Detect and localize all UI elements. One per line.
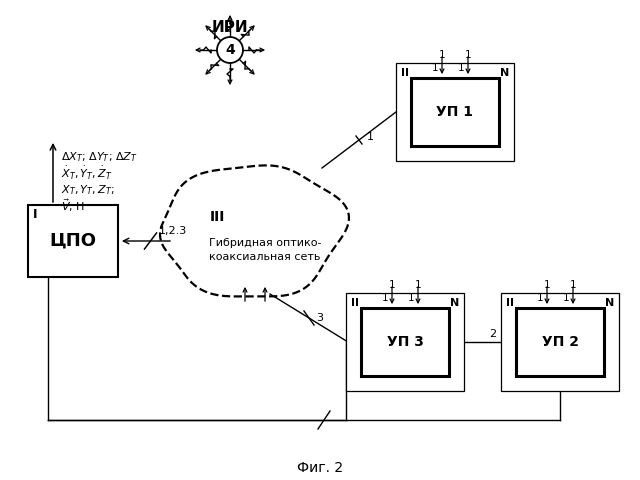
Text: 1: 1 <box>408 293 414 303</box>
Text: N: N <box>450 298 459 308</box>
Text: N: N <box>500 68 509 78</box>
Text: ЦПО: ЦПО <box>49 232 97 250</box>
Text: 1: 1 <box>544 280 550 290</box>
Text: $\Delta X_T$; $\Delta Y_T$; $\Delta Z_T$: $\Delta X_T$; $\Delta Y_T$; $\Delta Z_T$ <box>61 150 138 164</box>
Text: I: I <box>33 208 38 221</box>
Text: $X_T, Y_T, Z_T$;: $X_T, Y_T, Z_T$; <box>61 183 115 197</box>
Text: 1: 1 <box>536 293 543 303</box>
Text: II: II <box>401 68 409 78</box>
Text: $\dot{X}_T, \dot{Y}_T, \dot{Z}_T$: $\dot{X}_T, \dot{Y}_T, \dot{Z}_T$ <box>61 165 113 182</box>
Text: 1: 1 <box>415 280 421 290</box>
Text: 2: 2 <box>489 329 496 339</box>
Bar <box>411 78 499 146</box>
Bar <box>346 293 464 391</box>
Text: 1: 1 <box>570 280 576 290</box>
Text: $\vec{V}$, H: $\vec{V}$, H <box>61 197 85 214</box>
Bar <box>28 205 118 277</box>
Text: ИРИ: ИРИ <box>212 21 248 36</box>
Text: УП 3: УП 3 <box>387 335 424 349</box>
Text: 1,2.3: 1,2.3 <box>159 226 187 236</box>
Text: 1: 1 <box>458 63 464 73</box>
Text: III: III <box>209 210 225 224</box>
Bar <box>501 293 619 391</box>
Text: 1: 1 <box>431 63 438 73</box>
Bar <box>516 308 604 376</box>
Text: УП 2: УП 2 <box>541 335 579 349</box>
Text: 1: 1 <box>563 293 569 303</box>
Text: 1: 1 <box>388 280 396 290</box>
Text: N: N <box>605 298 614 308</box>
Text: 1: 1 <box>381 293 388 303</box>
Bar <box>396 63 514 161</box>
Text: 4: 4 <box>225 43 235 57</box>
Text: 1: 1 <box>465 50 471 60</box>
Text: 1: 1 <box>438 50 445 60</box>
Text: Фиг. 2: Фиг. 2 <box>297 461 343 475</box>
Text: II: II <box>506 298 514 308</box>
Text: 3: 3 <box>316 313 323 323</box>
Text: УП 1: УП 1 <box>436 105 474 119</box>
Text: 1: 1 <box>367 132 374 142</box>
Bar <box>361 308 449 376</box>
Text: Гибридная оптико-
коаксиальная сеть: Гибридная оптико- коаксиальная сеть <box>209 238 321 262</box>
Text: II: II <box>351 298 359 308</box>
Circle shape <box>217 37 243 63</box>
